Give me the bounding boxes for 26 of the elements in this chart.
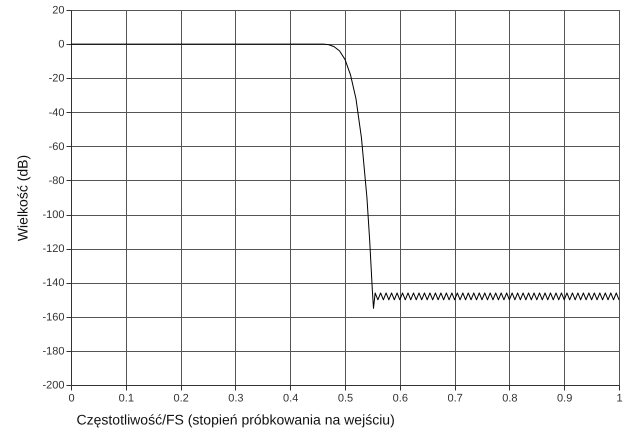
- x-tick-label: 0.9: [557, 392, 572, 404]
- y-tick-label: -180: [42, 345, 64, 358]
- x-tick-label: 0.7: [447, 392, 463, 404]
- line-series: [70, 44, 620, 309]
- y-tick-label: 0: [58, 38, 64, 51]
- y-tick-label: -20: [48, 72, 64, 85]
- x-tick-label: 0.8: [502, 392, 518, 404]
- x-tick-label: 0: [68, 392, 75, 404]
- y-tick-label: 20: [52, 4, 64, 16]
- y-tick-label: -120: [42, 243, 64, 256]
- y-tick-label: -80: [48, 174, 64, 187]
- y-tick-label: -160: [42, 311, 64, 324]
- y-axis-title: Wielkość (dB): [14, 154, 30, 242]
- x-tick-label: 0.2: [173, 392, 189, 404]
- y-tick-label: -60: [48, 140, 64, 153]
- y-tick-label: -40: [48, 106, 64, 119]
- x-tick-label: 0.1: [118, 392, 134, 404]
- y-tick-label: -100: [42, 209, 64, 222]
- x-tick-label: 0.3: [228, 392, 244, 404]
- x-tick-label: 1: [616, 392, 623, 404]
- y-tick-label: -200: [42, 380, 64, 392]
- x-tick-label: 0.6: [392, 392, 408, 404]
- x-tick-label: 0.4: [283, 392, 298, 404]
- x-axis-title: Częstotliwość/FS (stopień próbkowania na wejściu): [76, 412, 395, 428]
- x-tick-label: 0.5: [338, 392, 354, 404]
- y-tick-label: -140: [42, 277, 64, 290]
